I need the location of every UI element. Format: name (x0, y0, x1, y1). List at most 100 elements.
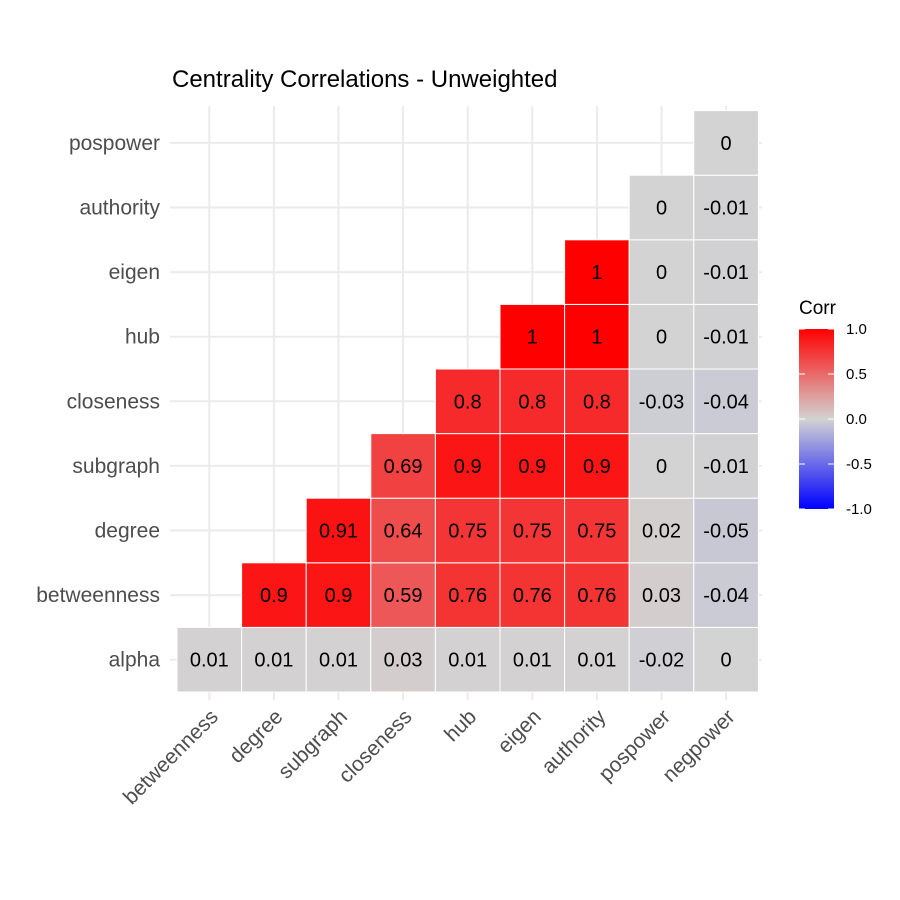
cell-pospower-subgraph (628, 433, 695, 499)
cell-hub-betweenness (434, 562, 501, 628)
cell-label-negpower-degree: -0.05 (703, 521, 749, 543)
cell-label-authority-betweenness: 0.76 (577, 585, 616, 607)
legend-tick-label-0-0: 0.0 (846, 411, 867, 428)
cell-label-authority-closeness: 0.8 (583, 391, 611, 413)
cell-label-authority-degree: 0.75 (577, 521, 616, 543)
cell-label-degree-betweenness: 0.9 (260, 585, 288, 607)
cell-eigen-degree (499, 497, 566, 564)
cell-hub-closeness (434, 368, 501, 435)
cell-hub-subgraph (434, 433, 501, 499)
cell-label-betweenness-alpha: 0.01 (190, 650, 229, 672)
cell-label-eigen-betweenness: 0.76 (513, 585, 552, 607)
cell-authority-betweenness (564, 562, 630, 628)
x-tick-eigen: eigen (493, 705, 546, 758)
cell-label-pospower-alpha: -0.02 (639, 650, 685, 672)
cell-label-pospower-closeness: -0.03 (639, 391, 685, 413)
cell-label-negpower-alpha: 0 (721, 650, 732, 672)
cell-pospower-betweenness (628, 562, 695, 628)
cell-label-eigen-degree: 0.75 (513, 521, 552, 543)
cell-label-hub-degree: 0.75 (448, 521, 487, 543)
cell-closeness-alpha (370, 626, 436, 693)
chart-title: Centrality Correlations - Unweighted (172, 66, 558, 93)
cell-label-negpower-subgraph: -0.01 (703, 456, 749, 478)
legend-tick-label--0-5: -0.5 (846, 456, 872, 473)
cell-label-eigen-hub: 1 (527, 327, 538, 349)
cell-pospower-authority (628, 174, 695, 241)
cell-eigen-hub (499, 303, 566, 370)
cell-hub-degree (434, 497, 501, 564)
y-tick-authority: authority (79, 197, 160, 220)
cell-label-pospower-hub: 0 (656, 327, 667, 349)
cell-labels: 0.01 0.01 0.01 0.03 0.01 0.01 0.01 -0.02 0 0.9 0.9… (190, 133, 749, 672)
cell-eigen-betweenness (499, 562, 566, 628)
cell-label-pospower-degree: 0.02 (642, 521, 681, 543)
y-tick-hub: hub (125, 326, 160, 349)
cell-label-pospower-betweenness: 0.03 (642, 585, 681, 607)
cell-negpower-authority (693, 174, 759, 241)
cell-label-eigen-subgraph: 0.9 (518, 456, 546, 478)
cell-authority-degree (564, 497, 630, 564)
cell-label-subgraph-betweenness: 0.9 (325, 585, 353, 607)
legend-tick-label--1-0: -1.0 (846, 501, 872, 518)
cell-closeness-degree (370, 497, 436, 564)
cell-degree-betweenness (241, 562, 307, 628)
cell-label-authority-hub: 1 (591, 327, 602, 349)
cell-authority-closeness (564, 368, 630, 435)
cell-label-negpower-betweenness: -0.04 (703, 585, 749, 607)
cell-label-hub-alpha: 0.01 (448, 650, 487, 672)
cell-negpower-alpha (693, 626, 759, 693)
cell-label-negpower-eigen: -0.01 (703, 262, 749, 284)
cell-closeness-subgraph (370, 433, 436, 499)
cell-label-hub-betweenness: 0.76 (448, 585, 487, 607)
cell-negpower-pospower (693, 110, 759, 176)
cell-eigen-subgraph (499, 433, 566, 499)
cell-label-closeness-betweenness: 0.59 (384, 585, 423, 607)
y-tick-subgraph: subgraph (72, 455, 160, 478)
y-axis-ticks: alpha betweenness degree subgraph closeness h… (36, 132, 160, 672)
legend-ticks: 1.0 0.5 0.0 -0.5 -1.0 (799, 321, 872, 518)
cell-label-eigen-alpha: 0.01 (513, 650, 552, 672)
cell-label-closeness-degree: 0.64 (384, 521, 423, 543)
cell-label-closeness-alpha: 0.03 (384, 650, 423, 672)
legend-title: Corr (799, 298, 837, 319)
y-tick-degree: degree (95, 520, 160, 543)
y-tick-alpha: alpha (109, 649, 161, 672)
y-tick-closeness: closeness (67, 390, 160, 413)
cell-authority-eigen (564, 239, 630, 305)
cell-label-degree-alpha: 0.01 (254, 650, 293, 672)
cell-pospower-degree (628, 497, 695, 564)
cell-label-closeness-subgraph: 0.69 (384, 456, 423, 478)
cell-eigen-alpha (499, 626, 566, 693)
cell-label-pospower-authority: 0 (656, 198, 667, 220)
cell-negpower-betweenness (693, 562, 759, 628)
cell-label-authority-alpha: 0.01 (577, 650, 616, 672)
cell-label-authority-eigen: 1 (591, 262, 602, 284)
cell-label-negpower-authority: -0.01 (703, 198, 749, 220)
cell-negpower-degree (693, 497, 759, 564)
cell-subgraph-degree (305, 497, 372, 564)
x-tick-degree: degree (225, 705, 288, 768)
cell-label-pospower-eigen: 0 (656, 262, 667, 284)
cell-betweenness-alpha (176, 626, 243, 693)
y-tick-pospower: pospower (69, 132, 160, 155)
cell-label-hub-closeness: 0.8 (454, 391, 482, 413)
cell-label-subgraph-degree: 0.91 (319, 521, 358, 543)
x-tick-hub: hub (440, 705, 481, 746)
legend-tick-label-1-0: 1.0 (846, 321, 867, 338)
x-tick-betweenness: betweenness (119, 705, 223, 809)
cell-label-negpower-hub: -0.01 (703, 327, 749, 349)
cell-label-pospower-subgraph: 0 (656, 456, 667, 478)
y-tick-eigen: eigen (109, 261, 160, 284)
cell-pospower-alpha (628, 626, 695, 693)
cell-eigen-closeness (499, 368, 566, 435)
cell-closeness-betweenness (370, 562, 436, 628)
cell-label-negpower-pospower: 0 (721, 133, 732, 155)
cell-negpower-subgraph (693, 433, 759, 499)
heatmap-cells (176, 110, 759, 693)
cell-label-eigen-closeness: 0.8 (518, 391, 546, 413)
cell-label-hub-subgraph: 0.9 (454, 456, 482, 478)
cell-label-authority-subgraph: 0.9 (583, 456, 611, 478)
cell-label-negpower-closeness: -0.04 (703, 391, 749, 413)
